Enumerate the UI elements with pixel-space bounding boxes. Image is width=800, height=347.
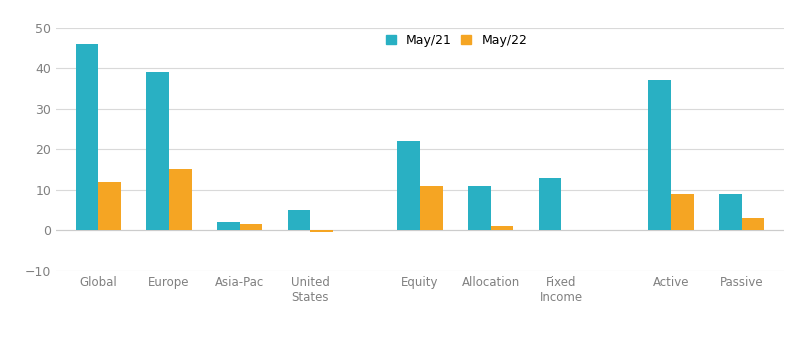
- Bar: [671, 194, 694, 230]
- Bar: [719, 194, 742, 230]
- Bar: [420, 186, 442, 230]
- Bar: [538, 178, 562, 230]
- Bar: [468, 186, 490, 230]
- Bar: [288, 210, 310, 230]
- Bar: [76, 44, 98, 230]
- Bar: [490, 226, 514, 230]
- Bar: [310, 230, 333, 232]
- Bar: [648, 81, 671, 230]
- Bar: [217, 222, 240, 230]
- Bar: [742, 218, 764, 230]
- Bar: [398, 141, 420, 230]
- Bar: [240, 224, 262, 230]
- Bar: [98, 181, 121, 230]
- Bar: [169, 169, 192, 230]
- Legend: May/21, May/22: May/21, May/22: [386, 34, 527, 47]
- Bar: [146, 72, 169, 230]
